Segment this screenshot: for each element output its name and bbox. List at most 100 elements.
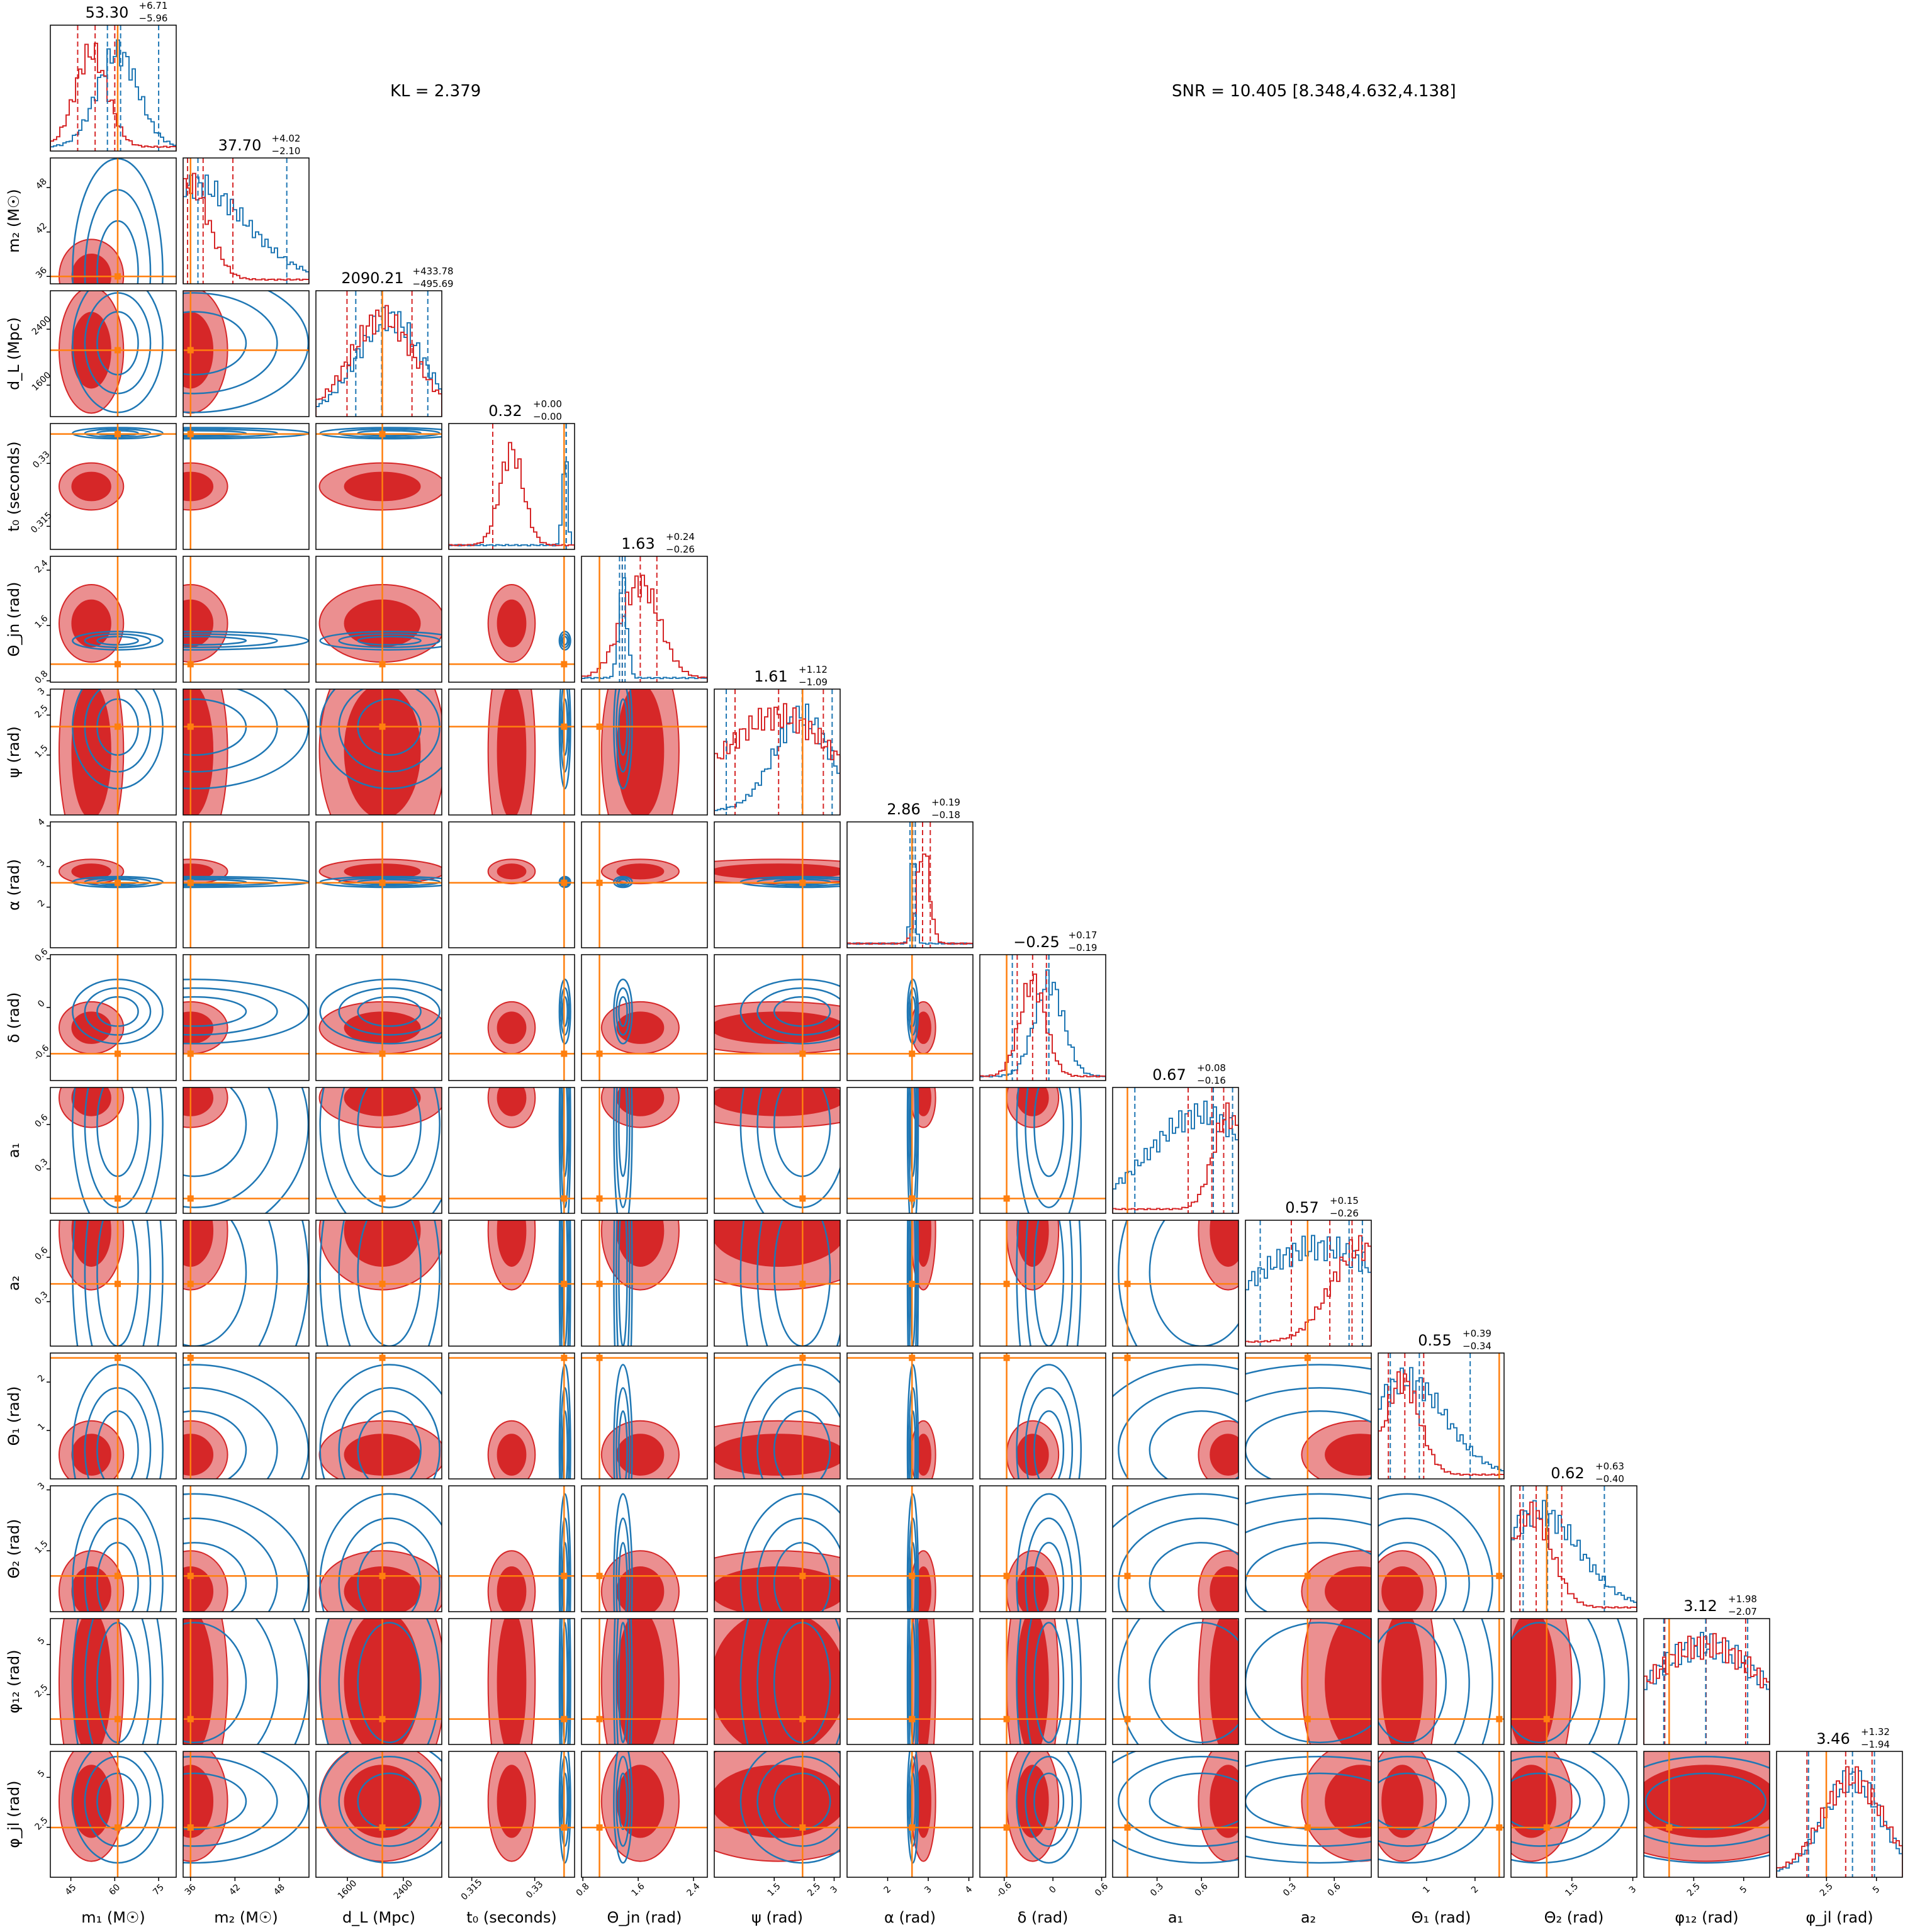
x-tick-label: -0.6 (994, 1880, 1014, 1900)
blue-contour-2 (558, 1087, 571, 1213)
panel-m1-phi12: 2.5 5 φ₁₂ (rad) (5, 1618, 177, 1745)
panel-frame (714, 954, 841, 1081)
blue-contour-2 (906, 1364, 919, 1479)
panel-frame (1245, 1751, 1372, 1878)
x-tick-label: 2.5 (1818, 1881, 1835, 1898)
panel-dL-alpha (315, 821, 442, 948)
panel-theta_jn-phi12 (581, 1618, 708, 1745)
red-histogram-delta (980, 973, 1106, 1081)
panel-frame (1112, 1751, 1239, 1878)
truth-marker (114, 430, 121, 437)
title-minus-psi: −1.09 (799, 677, 828, 688)
blue-contour-2 (1016, 1220, 1082, 1346)
hist-psi: 1.61 +1.12 −1.09 (714, 664, 841, 816)
red-contour-inner (1016, 1434, 1049, 1476)
blue-contour-0 (1245, 1622, 1371, 1744)
panel-theta2-phijl: 1.5 3 Θ₂ (rad) (1510, 1751, 1639, 1926)
red-contour-inner (497, 1765, 527, 1838)
panel-a2-theta2 (1245, 1485, 1372, 1612)
red-contour-inner (616, 689, 665, 815)
x-tick-label: 1.5 (1563, 1881, 1580, 1898)
title-minus-delta: −0.19 (1069, 942, 1098, 953)
panel-alpha-a1 (846, 1087, 974, 1214)
x-tick-label: 0.3 (1149, 1881, 1165, 1898)
panel-frame (714, 688, 841, 816)
panel-frame (846, 821, 974, 948)
panel-t0-delta (448, 954, 575, 1081)
y-tick-label: 1 (36, 1422, 47, 1433)
truth-marker (799, 1195, 806, 1202)
blue-contour-0 (909, 996, 916, 1027)
panel-a2-phi12 (1245, 1618, 1372, 1745)
red-contour-inner (616, 1619, 665, 1744)
panel-frame (50, 25, 177, 152)
blue-contour-2 (183, 1364, 309, 1479)
truth-marker (596, 1281, 603, 1288)
panel-alpha-phijl: 2 3 4 α (rad) (846, 1751, 974, 1926)
hist-theta_jn: 1.63 +0.24 −0.26 (581, 531, 708, 683)
truth-marker (1124, 1281, 1131, 1288)
panel-dL-theta1 (315, 1352, 442, 1480)
truth-marker (114, 1824, 121, 1831)
blue-contour-2 (1245, 1493, 1371, 1505)
title-m2: 37.70 (218, 137, 262, 154)
panel-frame (50, 1087, 177, 1214)
truth-marker (799, 1716, 806, 1722)
blue-contour-1 (615, 1220, 631, 1346)
panel-frame (581, 556, 708, 683)
title-plus-theta_jn: +0.24 (666, 531, 695, 542)
red-contour-inner (616, 1011, 665, 1044)
blue-contour-2 (183, 978, 309, 1045)
red-contour-inner (497, 599, 527, 648)
blue-contour-1 (1452, 1619, 1470, 1744)
truth-marker (799, 1573, 806, 1580)
blue-contour-0 (183, 1542, 247, 1612)
blue-contour-0 (1033, 1410, 1065, 1479)
red-histogram-m1 (50, 42, 176, 151)
title-plus-dL: +433.78 (413, 266, 454, 277)
x-tick-label: 5 (1738, 1884, 1749, 1895)
panel-t0-theta2 (448, 1485, 575, 1612)
panel-frame (1378, 1751, 1505, 1878)
panel-m1-dL: 1600 2400 d_L (Mpc) (5, 290, 177, 417)
red-histogram-t0 (449, 442, 575, 549)
panel-frame (183, 1618, 310, 1745)
panel-m2-a1 (183, 1087, 310, 1214)
panel-frame (979, 954, 1106, 1081)
blue-contour-0 (1511, 1622, 1581, 1744)
panel-dL-a1 (315, 1087, 442, 1214)
y-axis-label-phijl: φ_jl (rad) (5, 1780, 23, 1848)
blue-contour-2 (319, 1493, 442, 1612)
panel-frame (50, 1485, 177, 1612)
x-tick-label: 3 (1627, 1884, 1639, 1895)
blue-contour-0 (183, 1772, 247, 1831)
blue-contour-0 (1511, 1772, 1581, 1831)
panel-theta1-phijl: 1 2 Θ₁ (rad) (1378, 1751, 1505, 1926)
blue-contour-2 (1113, 1364, 1238, 1398)
panel-frame (1112, 1485, 1239, 1612)
title-minus-alpha: −0.18 (931, 809, 960, 821)
truth-marker (561, 1716, 568, 1722)
blue-contour-2 (183, 291, 309, 413)
panel-m2-t0 (183, 423, 310, 550)
blue-contour-2 (613, 875, 633, 889)
y-tick-label: 48 (34, 176, 49, 191)
y-tick-label: 0.8 (33, 669, 50, 686)
blue-contour-2 (558, 1619, 571, 1744)
panel-psi-a2 (714, 1220, 841, 1347)
panel-theta_jn-alpha (581, 821, 708, 948)
blue-contour-2 (739, 1619, 750, 1744)
panel-dL-a2 (315, 1220, 442, 1347)
x-tick-label: 5 (1871, 1884, 1882, 1895)
panel-frame (581, 1618, 708, 1745)
blue-contour-0 (561, 1087, 568, 1177)
red-contour-inner (1210, 1220, 1238, 1267)
panel-frame (315, 423, 442, 550)
truth-marker (187, 879, 194, 886)
blue-contour-2 (739, 1220, 748, 1346)
title-plus-delta: +0.17 (1069, 929, 1098, 941)
red-contour-inner (1210, 1434, 1238, 1476)
panel-frame (448, 1751, 575, 1878)
panel-frame (448, 1618, 575, 1745)
truth-marker (1496, 1824, 1503, 1831)
